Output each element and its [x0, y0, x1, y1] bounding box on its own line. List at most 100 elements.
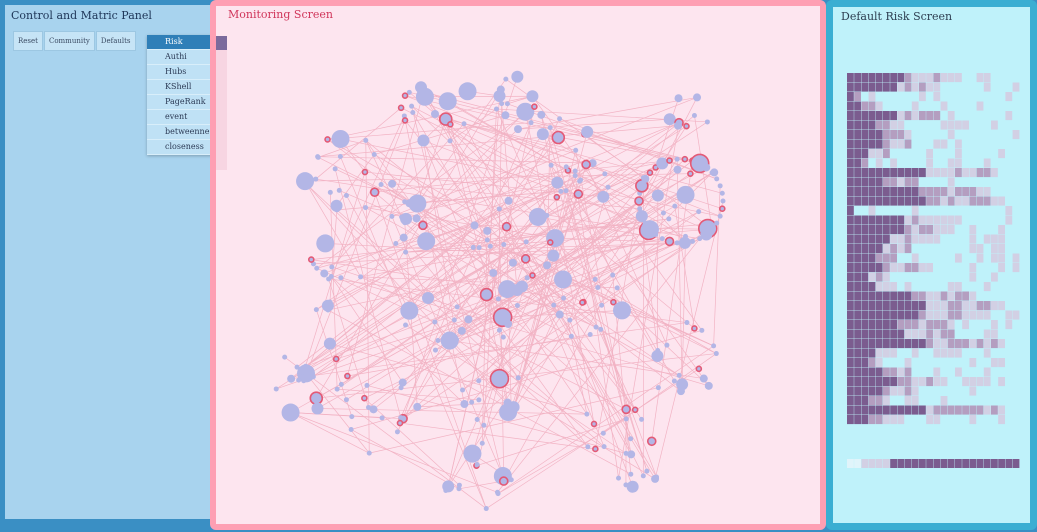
graph-node[interactable]	[548, 162, 554, 168]
graph-node[interactable]	[479, 287, 494, 302]
risk-cell[interactable]	[861, 282, 869, 292]
risk-cell[interactable]	[890, 310, 897, 320]
risk-cell[interactable]	[847, 310, 854, 320]
risk-cell[interactable]	[983, 187, 991, 197]
risk-cell[interactable]	[983, 301, 991, 311]
graph-node[interactable]	[323, 337, 336, 350]
risk-cell[interactable]	[875, 263, 883, 273]
graph-node[interactable]	[623, 482, 629, 488]
graph-node[interactable]	[363, 137, 369, 143]
risk-cell[interactable]	[890, 168, 897, 178]
risk-cell[interactable]	[897, 367, 905, 377]
risk-cell[interactable]	[919, 329, 926, 339]
monitoring-canvas[interactable]: Monitoring Screen	[216, 6, 820, 524]
graph-node[interactable]	[711, 343, 717, 349]
graph-node[interactable]	[470, 244, 476, 250]
risk-cell[interactable]	[983, 329, 991, 339]
risk-cell[interactable]	[883, 73, 890, 83]
graph-node[interactable]	[674, 156, 680, 162]
risk-cell[interactable]	[847, 348, 854, 358]
risk-cell[interactable]	[926, 196, 933, 206]
graph-node[interactable]	[627, 450, 636, 459]
risk-cell[interactable]	[904, 396, 912, 406]
risk-cell[interactable]	[976, 310, 984, 320]
risk-cell[interactable]	[969, 168, 977, 178]
risk-cell[interactable]	[868, 386, 876, 396]
risk-cell[interactable]	[947, 130, 955, 140]
risk-cell[interactable]	[933, 339, 941, 349]
graph-node[interactable]	[348, 426, 354, 432]
risk-cell[interactable]	[933, 291, 941, 301]
graph-node[interactable]	[623, 416, 629, 422]
graph-node[interactable]	[330, 199, 343, 212]
risk-cell[interactable]	[897, 339, 905, 349]
graph-node[interactable]	[361, 168, 369, 176]
risk-cell[interactable]	[868, 234, 876, 244]
graph-node[interactable]	[581, 159, 591, 170]
risk-cell[interactable]	[854, 405, 861, 415]
risk-cell[interactable]	[847, 367, 854, 377]
risk-cell[interactable]	[926, 215, 933, 225]
risk-cell[interactable]	[919, 82, 926, 92]
risk-cell[interactable]	[955, 310, 962, 320]
risk-cell[interactable]	[940, 225, 948, 235]
graph-node[interactable]	[634, 196, 644, 206]
risk-cell[interactable]	[890, 73, 897, 83]
risk-cell[interactable]	[847, 73, 854, 83]
risk-cell[interactable]	[983, 73, 991, 83]
graph-node[interactable]	[597, 190, 610, 203]
risk-cell[interactable]	[847, 405, 854, 415]
risk-cell[interactable]	[919, 377, 926, 387]
risk-cell[interactable]	[847, 206, 854, 216]
risk-cell[interactable]	[861, 320, 869, 330]
graph-node[interactable]	[592, 276, 598, 282]
risk-cell[interactable]	[933, 225, 941, 235]
risk-cell[interactable]	[991, 196, 998, 206]
risk-cell[interactable]	[883, 215, 890, 225]
risk-cell[interactable]	[947, 120, 955, 130]
graph-node[interactable]	[595, 284, 601, 290]
risk-cell[interactable]	[861, 101, 869, 111]
graph-node[interactable]	[432, 319, 438, 325]
risk-cell[interactable]	[998, 225, 1005, 235]
risk-cell[interactable]	[854, 158, 861, 168]
graph-node[interactable]	[713, 351, 719, 357]
risk-cell[interactable]	[875, 329, 883, 339]
risk-cell[interactable]	[868, 111, 876, 121]
risk-cell[interactable]	[861, 415, 869, 425]
graph-node[interactable]	[338, 275, 344, 281]
risk-cell[interactable]	[854, 215, 861, 225]
graph-node[interactable]	[514, 303, 520, 309]
risk-cell[interactable]	[933, 196, 941, 206]
risk-cell[interactable]	[890, 225, 897, 235]
graph-node[interactable]	[504, 101, 510, 107]
graph-node[interactable]	[587, 331, 593, 337]
graph-node[interactable]	[717, 213, 723, 219]
graph-node[interactable]	[651, 189, 664, 202]
risk-cell[interactable]	[875, 358, 883, 368]
graph-node[interactable]	[514, 125, 523, 134]
risk-cell[interactable]	[875, 225, 883, 235]
graph-node[interactable]	[663, 113, 676, 126]
risk-cell[interactable]	[861, 358, 869, 368]
risk-cell[interactable]	[962, 310, 969, 320]
risk-cell[interactable]	[1005, 206, 1013, 216]
graph-node[interactable]	[614, 285, 620, 291]
graph-node[interactable]	[410, 109, 416, 115]
risk-cell[interactable]	[933, 111, 941, 121]
graph-node[interactable]	[656, 157, 669, 170]
risk-cell[interactable]	[919, 339, 926, 349]
risk-cell[interactable]	[883, 225, 890, 235]
graph-node[interactable]	[554, 270, 573, 289]
risk-cell[interactable]	[969, 358, 977, 368]
risk-cell[interactable]	[998, 358, 1005, 368]
graph-node[interactable]	[511, 284, 524, 297]
risk-cell[interactable]	[854, 339, 861, 349]
risk-cell[interactable]	[947, 215, 955, 225]
graph-node[interactable]	[714, 176, 720, 182]
risk-cell[interactable]	[969, 386, 977, 396]
risk-cell[interactable]	[904, 177, 912, 187]
graph-node[interactable]	[343, 397, 349, 403]
graph-node[interactable]	[598, 326, 604, 332]
graph-node[interactable]	[673, 165, 682, 174]
